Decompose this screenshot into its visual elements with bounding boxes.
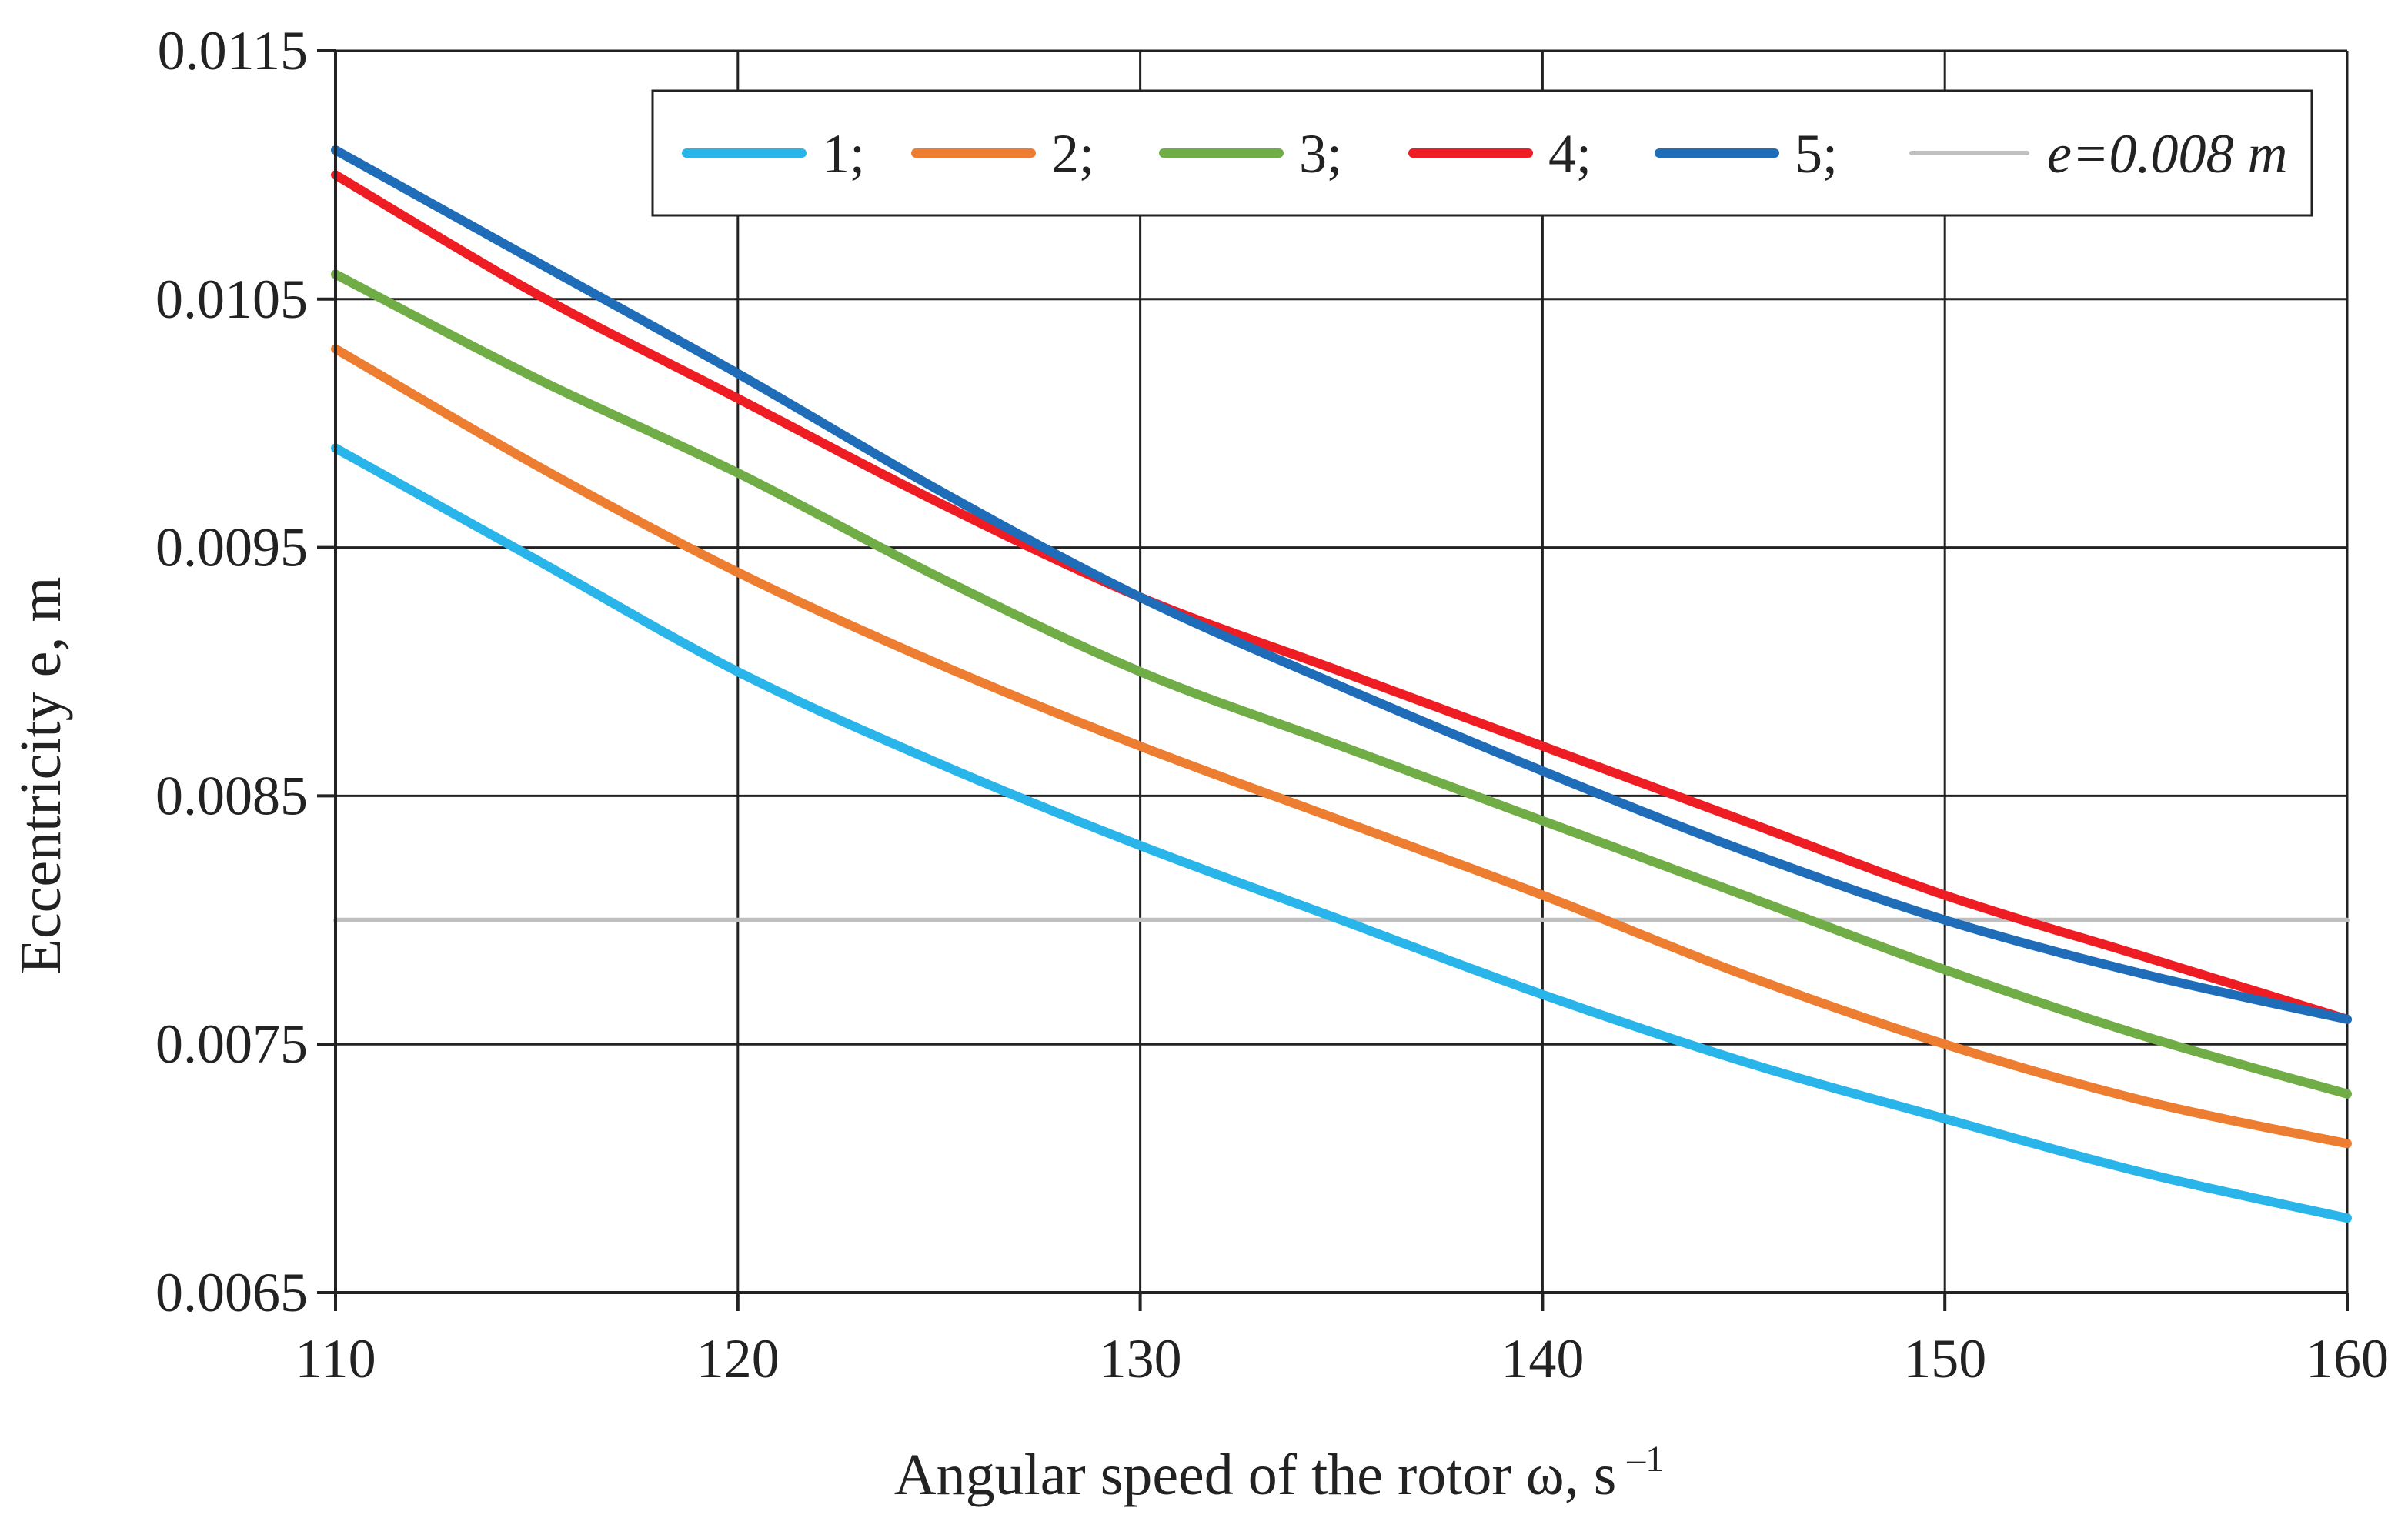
axes bbox=[317, 49, 2349, 1311]
x-tick-label: 110 bbox=[295, 1328, 376, 1390]
x-tick-label: 160 bbox=[2306, 1328, 2389, 1390]
legend-label-4: 4; bbox=[1548, 123, 1591, 185]
x-axis-title: Angular speed of the rotor ω, s –1 bbox=[894, 1439, 1665, 1507]
legend-label-2: 2; bbox=[1051, 123, 1094, 185]
y-axis-title: Eccentricity e, m bbox=[8, 577, 73, 975]
y-tick-label: 0.0115 bbox=[158, 20, 308, 82]
x-tick-label: 130 bbox=[1099, 1328, 1182, 1390]
y-tick-label: 0.0075 bbox=[155, 1013, 308, 1075]
y-tick-labels: 0.0065 0.0075 0.0085 0.0095 0.0105 0.0115 bbox=[155, 20, 308, 1323]
legend: 1; 2; 3; 4; 5; e=0.008 m bbox=[651, 89, 2313, 217]
series-lines bbox=[331, 145, 2352, 1223]
series-line-2 bbox=[331, 344, 2352, 1149]
x-tick-label: 150 bbox=[1903, 1328, 1986, 1390]
y-tick-label: 0.0095 bbox=[155, 517, 308, 579]
y-tick-label: 0.0085 bbox=[155, 765, 308, 826]
x-tick-label: 140 bbox=[1501, 1328, 1584, 1390]
x-tick-labels: 110 120 130 140 150 160 bbox=[295, 1328, 2389, 1390]
series-line-4 bbox=[331, 170, 2352, 1024]
legend-label-6: e=0.008 m bbox=[2047, 123, 2288, 185]
legend-label-5: 5; bbox=[1795, 123, 1838, 185]
legend-label-1: 1; bbox=[822, 123, 865, 185]
x-tick-label: 120 bbox=[696, 1328, 780, 1390]
series-line-5 bbox=[331, 145, 2352, 1024]
legend-label-3: 3; bbox=[1299, 123, 1342, 185]
series-line-1 bbox=[331, 443, 2352, 1223]
y-tick-label: 0.0105 bbox=[155, 269, 308, 330]
series-line-3 bbox=[331, 269, 2352, 1099]
y-tick-label: 0.0065 bbox=[155, 1262, 308, 1323]
